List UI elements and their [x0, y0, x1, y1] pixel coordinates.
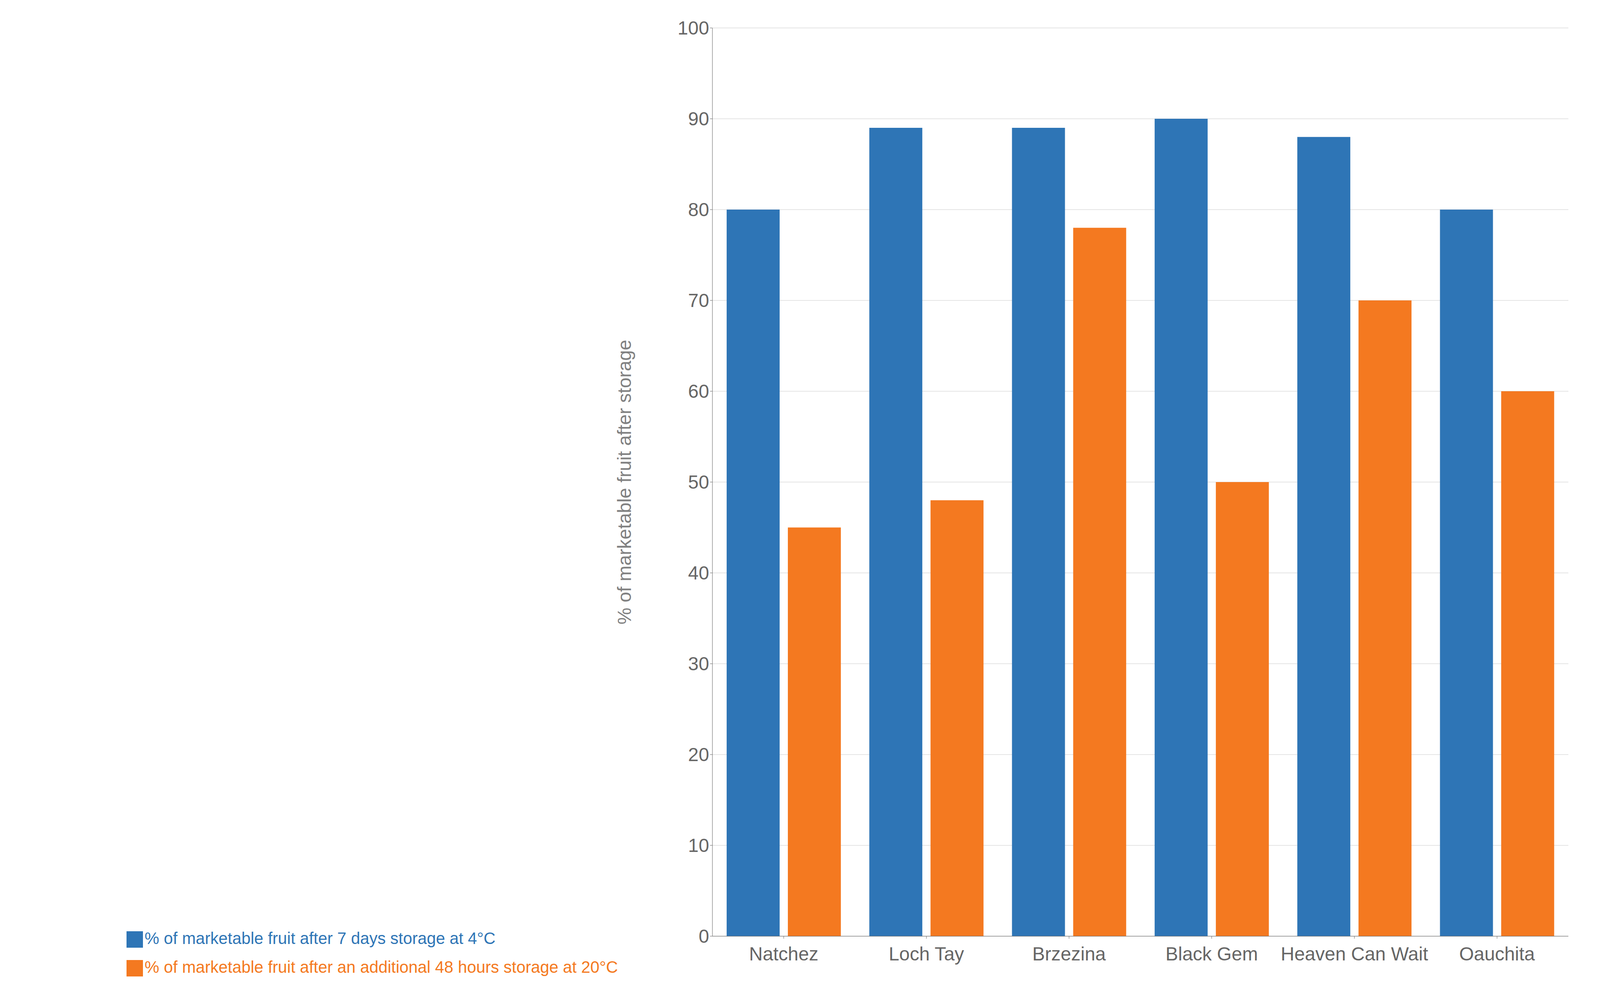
- svg-text:30: 30: [688, 652, 710, 675]
- svg-text:Loch Tay: Loch Tay: [888, 942, 965, 965]
- svg-text:50: 50: [688, 471, 710, 493]
- svg-text:20: 20: [688, 743, 710, 765]
- svg-text:Brzezina: Brzezina: [1032, 942, 1106, 965]
- svg-text:Black Gem: Black Gem: [1165, 942, 1258, 965]
- svg-text:% of marketable fruit after st: % of marketable fruit after storage: [613, 339, 636, 625]
- svg-text:60: 60: [688, 380, 710, 402]
- svg-text:Heaven Can Wait: Heaven Can Wait: [1280, 942, 1429, 965]
- svg-text:70: 70: [688, 289, 710, 311]
- svg-text:80: 80: [688, 198, 710, 221]
- svg-text:Natchez: Natchez: [748, 942, 819, 965]
- svg-text:90: 90: [688, 108, 710, 130]
- svg-text:10: 10: [688, 834, 710, 856]
- svg-text:40: 40: [688, 561, 710, 584]
- svg-text:Oauchita: Oauchita: [1459, 942, 1536, 965]
- html-text:% of marketable fruit after 7: % of marketable fruit after 7 days stora…: [144, 928, 496, 947]
- svg-text:100: 100: [677, 17, 710, 39]
- html-text:% of marketable fruit after an: % of marketable fruit after an additiona…: [144, 957, 618, 976]
- svg-text:0: 0: [698, 925, 710, 947]
